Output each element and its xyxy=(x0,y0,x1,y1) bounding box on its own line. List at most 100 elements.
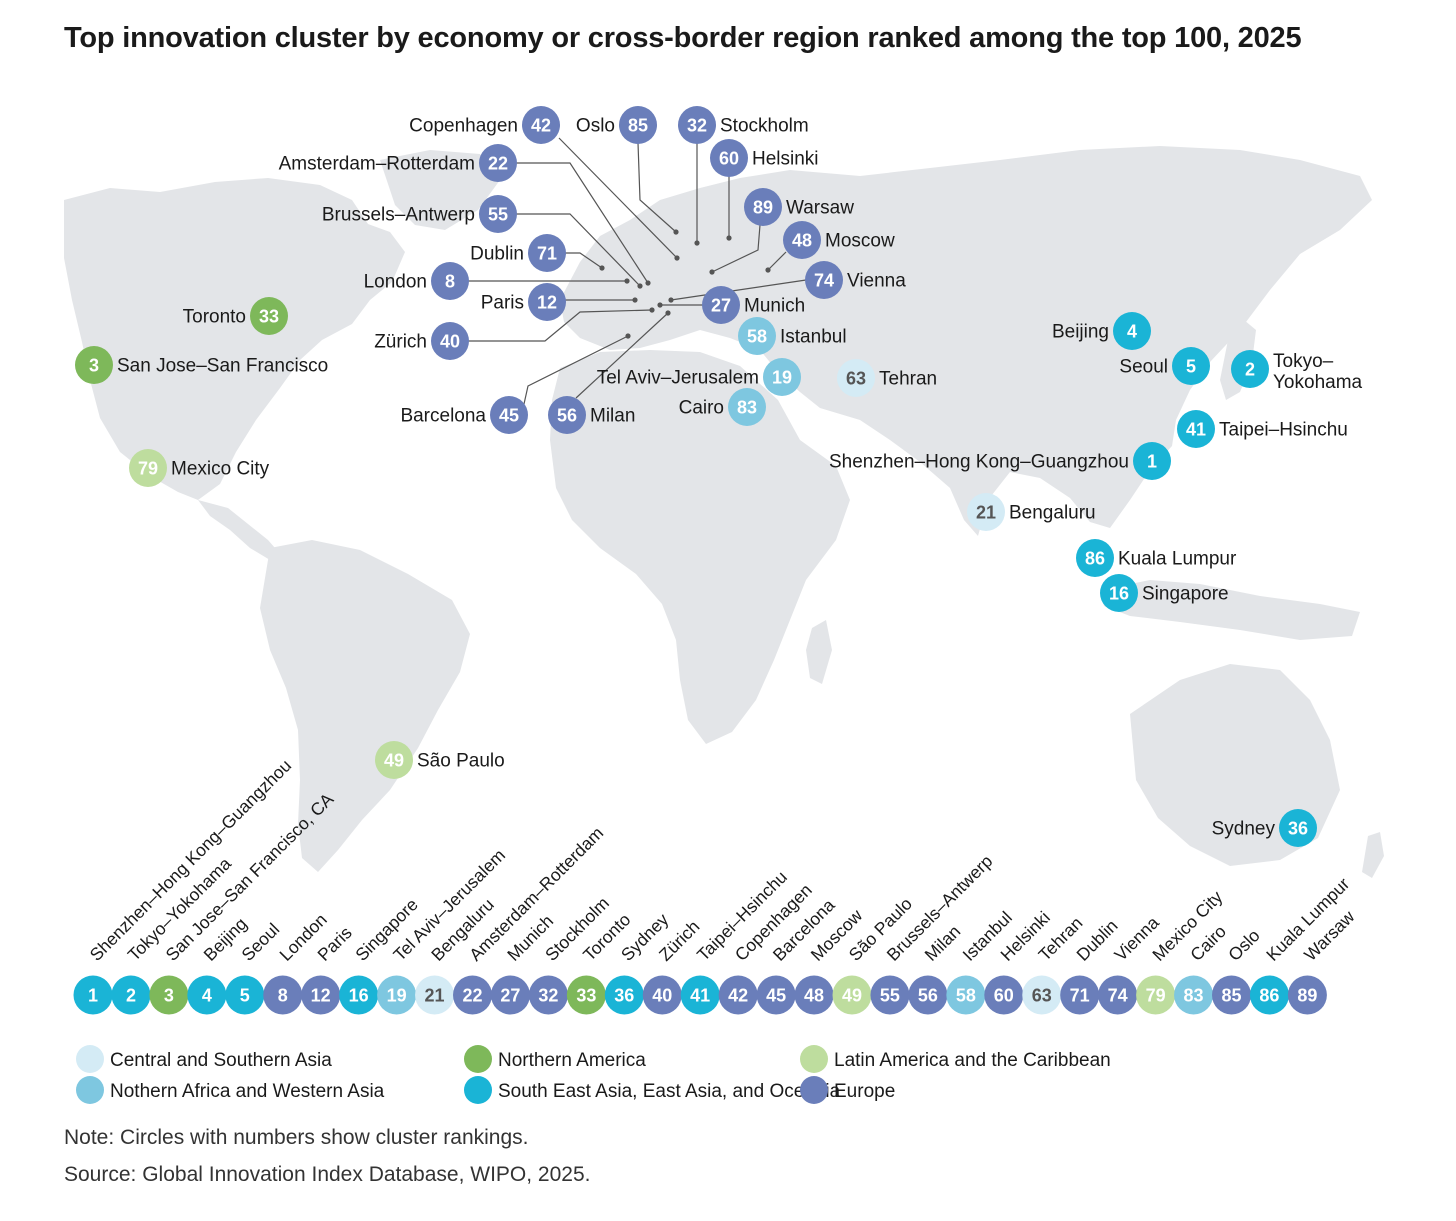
map-markers: 1 Shenzhen–Hong Kong–Guangzhou 2 Tokyo–Yoko… xyxy=(75,106,1363,847)
rank-circle-79 xyxy=(129,449,167,487)
map-marker-58: 58 Istanbul xyxy=(738,317,847,355)
rank-circle-71 xyxy=(528,234,566,272)
cluster-location-dot-27 xyxy=(657,302,663,308)
rank-circle-45 xyxy=(490,396,528,434)
strip-circle-83 xyxy=(1174,975,1214,1015)
map-marker-4: 4 Beijing xyxy=(1052,312,1151,350)
legend-label-nam: Northern America xyxy=(498,1050,646,1071)
legend-label-seo: South East Asia, East Asia, and Oceania xyxy=(498,1081,841,1102)
map-marker-74: 74 Vienna xyxy=(805,261,906,299)
page-title: Top innovation cluster by economy or cro… xyxy=(64,22,1302,54)
landmass-madagascar xyxy=(806,620,832,684)
cluster-label-19: Tel Aviv–Jerusalem xyxy=(597,368,759,389)
strip-circle-86 xyxy=(1249,975,1289,1015)
rank-number-3: 3 xyxy=(89,356,99,376)
strip-circle-36 xyxy=(604,975,644,1015)
strip-rank-number-36: 36 xyxy=(614,986,634,1006)
legend-label-eur: Europe xyxy=(834,1081,895,1102)
map-marker-32: 32 Stockholm xyxy=(678,106,809,144)
rank-circle-19 xyxy=(763,358,801,396)
map-marker-8: 8 London xyxy=(364,262,469,300)
legend-label-naw: Nothern Africa and Western Asia xyxy=(110,1081,385,1102)
map-marker-60: 60 Helsinki xyxy=(710,139,819,177)
strip-rank-number-22: 22 xyxy=(462,986,482,1006)
landmass-british-isles xyxy=(592,240,618,284)
strip-rank-number-58: 58 xyxy=(956,986,976,1006)
rank-number-86: 86 xyxy=(1085,549,1105,569)
rank-circle-1 xyxy=(1133,442,1171,480)
legend-swatch-nam xyxy=(464,1045,492,1073)
strip-rank-number-60: 60 xyxy=(994,986,1014,1006)
rank-circle-74 xyxy=(805,261,843,299)
rank-number-45: 45 xyxy=(499,406,519,426)
cluster-location-dot-89 xyxy=(709,269,715,275)
strip-rank-number-40: 40 xyxy=(652,986,672,1006)
map-marker-36: 36 Sydney xyxy=(1212,809,1317,847)
map-marker-71: 71 Dublin xyxy=(470,234,566,272)
map-marker-42: 42 Copenhagen xyxy=(409,106,560,144)
strip-rank-number-21: 21 xyxy=(425,986,445,1006)
strip-rank-number-48: 48 xyxy=(804,986,824,1006)
strip-circle-71 xyxy=(1060,975,1100,1015)
landmass-central-america xyxy=(198,500,282,560)
rank-number-85: 85 xyxy=(628,116,648,136)
strip-circle-12 xyxy=(301,975,341,1015)
leader-line-85 xyxy=(637,142,677,233)
cluster-label-49: São Paulo xyxy=(417,751,505,772)
strip-rank-number-85: 85 xyxy=(1221,986,1241,1006)
cluster-label-16: Singapore xyxy=(1142,584,1229,605)
cluster-location-dot-85 xyxy=(673,229,679,235)
rank-circle-40 xyxy=(431,322,469,360)
rank-number-27: 27 xyxy=(711,296,731,316)
strip-rank-number-63: 63 xyxy=(1032,986,1052,1006)
map-marker-3: 3 San Jose–San Francisco xyxy=(75,346,328,384)
strip-circle-40 xyxy=(642,975,682,1015)
strip-circle-42 xyxy=(718,975,758,1015)
rank-number-12: 12 xyxy=(537,293,557,313)
rank-circle-83 xyxy=(728,388,766,426)
strip-circle-49 xyxy=(832,975,872,1015)
rank-number-60: 60 xyxy=(719,149,739,169)
map-marker-5: 5 Seoul xyxy=(1119,347,1210,385)
cluster-label-3: San Jose–San Francisco xyxy=(117,356,328,377)
legend-item-lac: Latin America and the Caribbean xyxy=(800,1045,1111,1073)
leader-line-40 xyxy=(468,309,653,342)
rank-circle-16 xyxy=(1100,574,1138,612)
strip-rank-number-3: 3 xyxy=(164,986,174,1006)
strip-rank-number-4: 4 xyxy=(202,986,212,1006)
rank-number-22: 22 xyxy=(488,154,508,174)
legend: Central and Southern Asia Nothern Africa … xyxy=(76,1045,1111,1104)
cluster-label-2: Yokohama xyxy=(1273,372,1363,393)
legend-swatch-lac xyxy=(800,1045,828,1073)
legend-label-csa: Central and Southern Asia xyxy=(110,1050,332,1071)
map-marker-33: 33 Toronto xyxy=(183,297,288,335)
rank-number-2: 2 xyxy=(1245,360,1255,380)
strip-circle-1 xyxy=(73,975,113,1015)
cluster-label-41: Taipei–Hsinchu xyxy=(1219,420,1348,441)
rank-number-89: 89 xyxy=(753,198,773,218)
cluster-label-1: Shenzhen–Hong Kong–Guangzhou xyxy=(829,452,1129,473)
cluster-label-83: Cairo xyxy=(679,398,724,419)
strip-rank-number-89: 89 xyxy=(1297,986,1317,1006)
strip-circle-22 xyxy=(453,975,492,1015)
strip-circle-56 xyxy=(908,975,948,1015)
strip-circle-33 xyxy=(566,975,606,1015)
rank-number-40: 40 xyxy=(440,332,460,352)
strip-circle-2 xyxy=(111,975,151,1015)
rank-number-4: 4 xyxy=(1127,322,1137,342)
strip-circle-19 xyxy=(377,975,417,1015)
map-marker-22: 22 Amsterdam–Rotterdam xyxy=(279,144,517,182)
cluster-label-22: Amsterdam–Rotterdam xyxy=(279,154,475,175)
strip-rank-number-27: 27 xyxy=(500,986,520,1006)
rank-number-48: 48 xyxy=(792,231,812,251)
rank-number-55: 55 xyxy=(488,205,508,225)
rank-number-83: 83 xyxy=(737,398,757,418)
cluster-location-dot-56 xyxy=(665,310,671,316)
strip-rank-number-5: 5 xyxy=(240,986,250,1006)
leader-lines xyxy=(468,137,807,405)
map-marker-40: 40 Zürich xyxy=(374,322,469,360)
map-marker-41: 41 Taipei–Hsinchu xyxy=(1177,410,1348,448)
strip-rank-number-71: 71 xyxy=(1070,986,1090,1006)
cluster-label-32: Stockholm xyxy=(720,116,809,137)
strip-rank-number-2: 2 xyxy=(126,986,136,1006)
